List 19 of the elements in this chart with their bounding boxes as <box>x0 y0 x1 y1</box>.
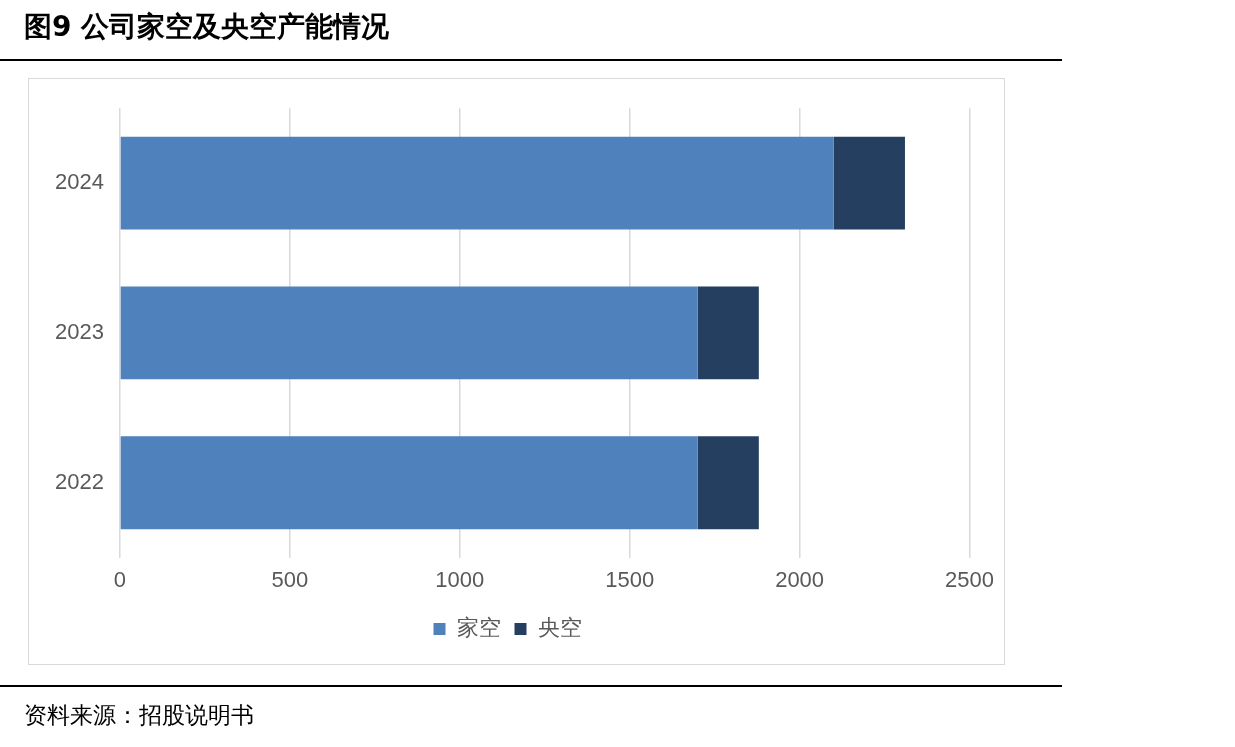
chart-title: 图9 公司家空及央空产能情况 <box>24 9 390 45</box>
x-tick-label: 1000 <box>435 566 485 592</box>
bar <box>120 136 834 230</box>
bar <box>120 436 698 530</box>
x-tick-label: 2000 <box>775 566 825 592</box>
y-tick-label: 2024 <box>54 169 104 195</box>
legend-label: 央空 <box>537 615 582 641</box>
x-tick-label: 500 <box>271 566 309 592</box>
bar <box>697 436 759 530</box>
bar <box>833 136 905 230</box>
y-tick-label: 2023 <box>54 318 104 344</box>
x-tick-label: 0 <box>113 566 127 592</box>
bar <box>697 286 759 380</box>
bar <box>120 286 698 380</box>
legend-label: 家空 <box>456 615 501 641</box>
x-tick-label: 2500 <box>945 566 995 592</box>
y-tick-label: 2022 <box>54 468 104 494</box>
text: 资料来源：招股说明书 <box>24 701 254 730</box>
x-tick-label: 1500 <box>605 566 655 592</box>
